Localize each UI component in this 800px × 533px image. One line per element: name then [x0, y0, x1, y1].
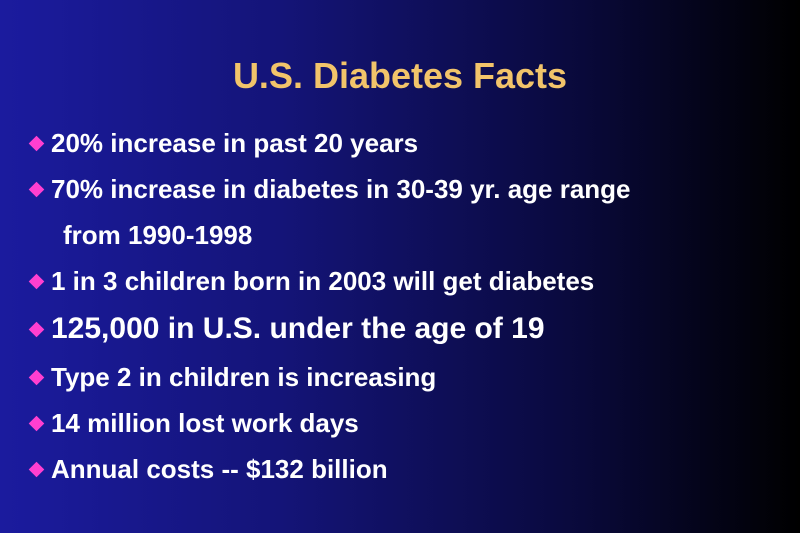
- bullet-diamond: [28, 415, 45, 432]
- slide-title: U.S. Diabetes Facts: [232, 55, 568, 96]
- bullet-diamond: [28, 321, 45, 338]
- bullet-line: 20% increase in past 20 years: [28, 120, 798, 166]
- bullet-text: Annual costs -- $132 billion: [51, 454, 388, 484]
- bullet-diamond: [28, 181, 45, 198]
- bullet-text: from 1990-1998: [63, 220, 253, 250]
- bullet-diamond: [28, 273, 45, 290]
- bullet-diamond: [28, 369, 45, 386]
- bullet-line: 14 million lost work days: [28, 400, 798, 446]
- bullet-text: Type 2 in children is increasing: [51, 362, 437, 392]
- bullet-line: from 1990-1998: [28, 212, 798, 258]
- bullet-line: 1 in 3 children born in 2003 will get di…: [28, 258, 798, 304]
- bullet-text: 1 in 3 children born in 2003 will get di…: [51, 266, 595, 296]
- bullet-text: 70% increase in diabetes in 30-39 yr. ag…: [51, 174, 631, 204]
- bullet-diamond: [28, 135, 45, 152]
- bullet-line: Annual costs -- $132 billion: [28, 446, 798, 492]
- bullet-text: 20% increase in past 20 years: [51, 128, 419, 158]
- bullet-line: Type 2 in children is increasing: [28, 354, 798, 400]
- bullet-list: 20% increase in past 20 years 70% increas…: [28, 120, 798, 492]
- bullet-text: 125,000 in U.S. under the age of 19: [51, 312, 545, 345]
- bullet-line: 125,000 in U.S. under the age of 19: [28, 304, 798, 354]
- bullet-diamond: [28, 461, 45, 478]
- bullet-text: 14 million lost work days: [51, 408, 359, 438]
- bullet-line: 70% increase in diabetes in 30-39 yr. ag…: [28, 166, 798, 212]
